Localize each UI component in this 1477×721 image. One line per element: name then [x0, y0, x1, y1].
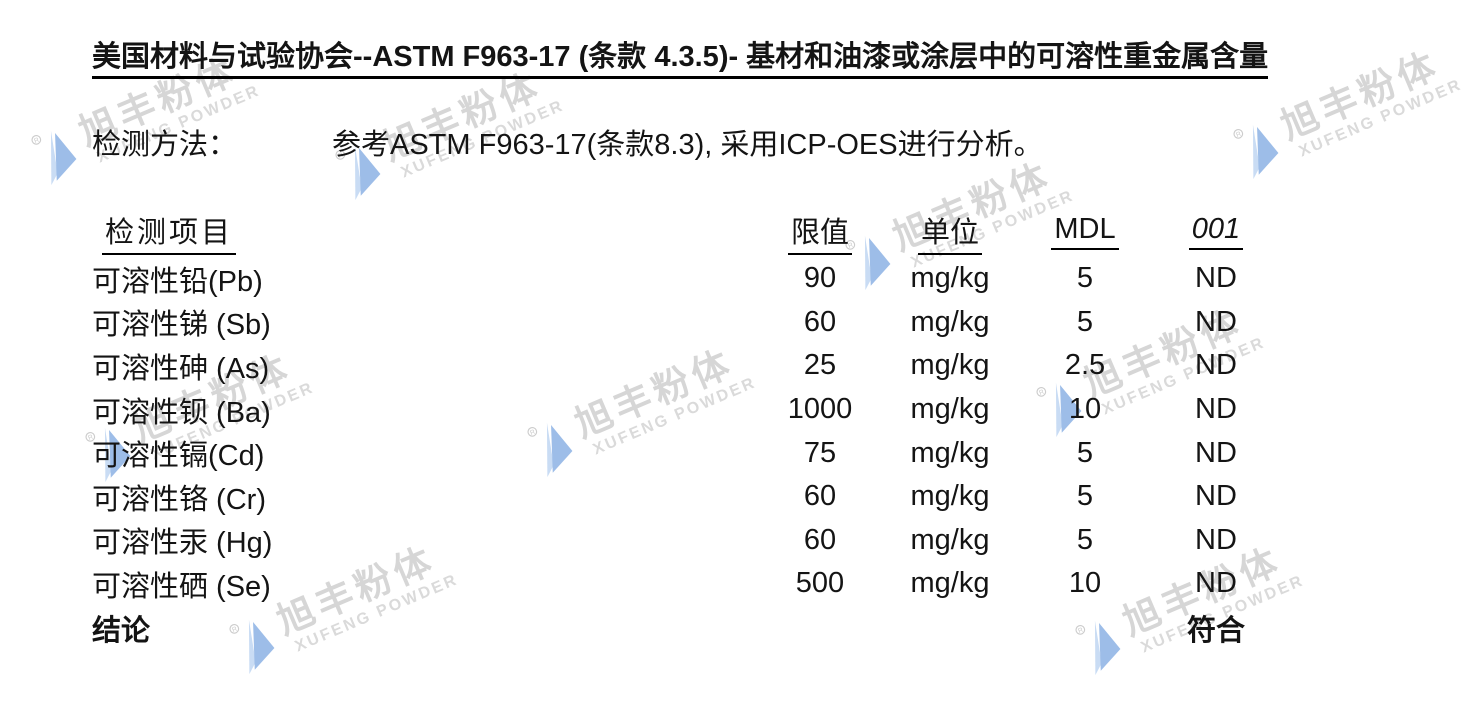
svg-text:R: R	[847, 242, 854, 250]
row-mdl: 5	[1076, 436, 1094, 469]
watermark: R 旭丰粉体 XUFENG POWDER	[841, 150, 1077, 294]
table-row: 可溶性砷 (As) 25 mg/kg 2.5 ND	[92, 344, 1267, 388]
row-unit: mg/kg	[910, 393, 990, 426]
svg-text:R: R	[337, 152, 344, 160]
watermark: R 旭丰粉体 XUFENG POWDER	[27, 45, 263, 189]
header-item: 检测项目	[92, 209, 740, 255]
method-value: 参考ASTM F963-17(条款8.3), 采用ICP-OES进行分析。	[332, 129, 1043, 161]
watermark: R 旭丰粉体 XUFENG POWDER	[81, 342, 317, 486]
table-row: 可溶性汞 (Hg) 60 mg/kg 5 ND	[92, 519, 1267, 563]
row-item: 可溶性镉(Cd)	[92, 440, 265, 473]
method-line: 检测方法： 参考ASTM F963-17(条款8.3), 采用ICP-OES进行…	[92, 121, 1043, 163]
svg-text:R: R	[1077, 627, 1084, 635]
row-result: ND	[1195, 262, 1237, 295]
row-unit: mg/kg	[910, 480, 990, 513]
row-result: ND	[1195, 349, 1237, 382]
report-title: 美国材料与试验协会--ASTM F963-17 (条款 4.3.5)- 基材和油…	[92, 33, 1269, 79]
method-label: 检测方法：	[92, 129, 238, 161]
row-unit: mg/kg	[910, 305, 990, 338]
row-item: 可溶性硒 (Se)	[92, 570, 271, 603]
row-item: 可溶性锑 (Sb)	[92, 309, 271, 342]
row-limit: 60	[803, 305, 837, 338]
row-unit: mg/kg	[910, 436, 990, 469]
watermark: R 旭丰粉体 XUFENG POWDER	[523, 337, 759, 481]
row-unit: mg/kg	[910, 567, 990, 600]
row-limit: 60	[803, 480, 837, 513]
xufeng-logo-icon: R	[31, 130, 77, 186]
row-limit: 25	[803, 349, 837, 382]
results-table: 检测项目 限值 单位 MDL 001 可溶性铅(Pb) 90 mg/kg 5 N…	[92, 206, 1267, 649]
row-mdl: 5	[1076, 262, 1094, 295]
row-result: ND	[1195, 480, 1237, 513]
xufeng-logo-icon: R	[1233, 124, 1279, 180]
row-unit: mg/kg	[910, 523, 990, 556]
watermark: R 旭丰粉体 XUFENG POWDER	[1071, 535, 1307, 679]
row-result: ND	[1195, 393, 1237, 426]
svg-text:R: R	[529, 429, 536, 437]
header-unit: 单位	[900, 209, 1000, 255]
row-unit: mg/kg	[910, 349, 990, 382]
row-limit: 500	[795, 567, 845, 600]
header-sample-id: 001	[1170, 213, 1262, 250]
row-limit: 90	[803, 262, 837, 295]
svg-text:R: R	[87, 434, 94, 442]
row-limit: 60	[803, 523, 837, 556]
row-item: 可溶性砷 (As)	[92, 352, 270, 385]
row-mdl: 5	[1076, 480, 1094, 513]
conclusion-label: 结论	[92, 614, 151, 647]
watermark: R 旭丰粉体 XUFENG POWDER	[225, 534, 461, 678]
table-row: 可溶性铅(Pb) 90 mg/kg 5 ND	[92, 257, 1267, 301]
table-row: 可溶性钡 (Ba) 1000 mg/kg 10 ND	[92, 388, 1267, 432]
xufeng-logo-icon: R	[845, 235, 891, 291]
table-row: 可溶性锑 (Sb) 60 mg/kg 5 ND	[92, 301, 1267, 345]
watermark: R 旭丰粉体 XUFENG POWDER	[1229, 39, 1465, 183]
xufeng-logo-icon: R	[335, 145, 381, 201]
svg-text:R: R	[1038, 389, 1045, 397]
row-item: 可溶性铬 (Cr)	[92, 483, 266, 516]
row-mdl: 10	[1068, 567, 1102, 600]
svg-text:R: R	[33, 137, 40, 145]
row-unit: mg/kg	[910, 262, 990, 295]
row-result: ND	[1195, 523, 1237, 556]
conclusion-row: 结论 符合	[92, 606, 1267, 650]
row-mdl: 5	[1076, 305, 1094, 338]
xufeng-logo-icon: R	[85, 427, 131, 483]
row-limit: 1000	[787, 393, 853, 426]
header-limit: 限值	[740, 209, 900, 255]
row-result: ND	[1195, 305, 1237, 338]
row-limit: 75	[803, 436, 837, 469]
svg-text:R: R	[231, 626, 238, 634]
row-result: ND	[1195, 567, 1237, 600]
header-mdl: MDL	[1000, 213, 1170, 250]
table-row: 可溶性镉(Cd) 75 mg/kg 5 ND	[92, 431, 1267, 475]
conclusion-value: 符合	[1186, 614, 1245, 647]
svg-text:R: R	[1235, 131, 1242, 139]
xufeng-logo-icon: R	[1075, 620, 1121, 676]
row-result: ND	[1195, 436, 1237, 469]
row-mdl: 5	[1076, 523, 1094, 556]
report-title-text: 美国材料与试验协会--ASTM F963-17 (条款 4.3.5)- 基材和油…	[92, 41, 1269, 79]
row-item: 可溶性汞 (Hg)	[92, 527, 273, 560]
table-row: 可溶性硒 (Se) 500 mg/kg 10 ND	[92, 562, 1267, 606]
table-header-row: 检测项目 限值 单位 MDL 001	[92, 206, 1267, 257]
xufeng-logo-icon: R	[527, 422, 573, 478]
xufeng-logo-icon: R	[1036, 382, 1082, 438]
row-mdl: 10	[1068, 393, 1102, 426]
watermark: R 旭丰粉体 XUFENG POWDER	[1032, 297, 1268, 441]
watermark: R 旭丰粉体 XUFENG POWDER	[331, 60, 567, 204]
xufeng-logo-icon: R	[229, 619, 275, 675]
row-item: 可溶性铅(Pb)	[92, 265, 263, 298]
row-item: 可溶性钡 (Ba)	[92, 396, 271, 429]
row-mdl: 2.5	[1064, 349, 1106, 382]
table-row: 可溶性铬 (Cr) 60 mg/kg 5 ND	[92, 475, 1267, 519]
